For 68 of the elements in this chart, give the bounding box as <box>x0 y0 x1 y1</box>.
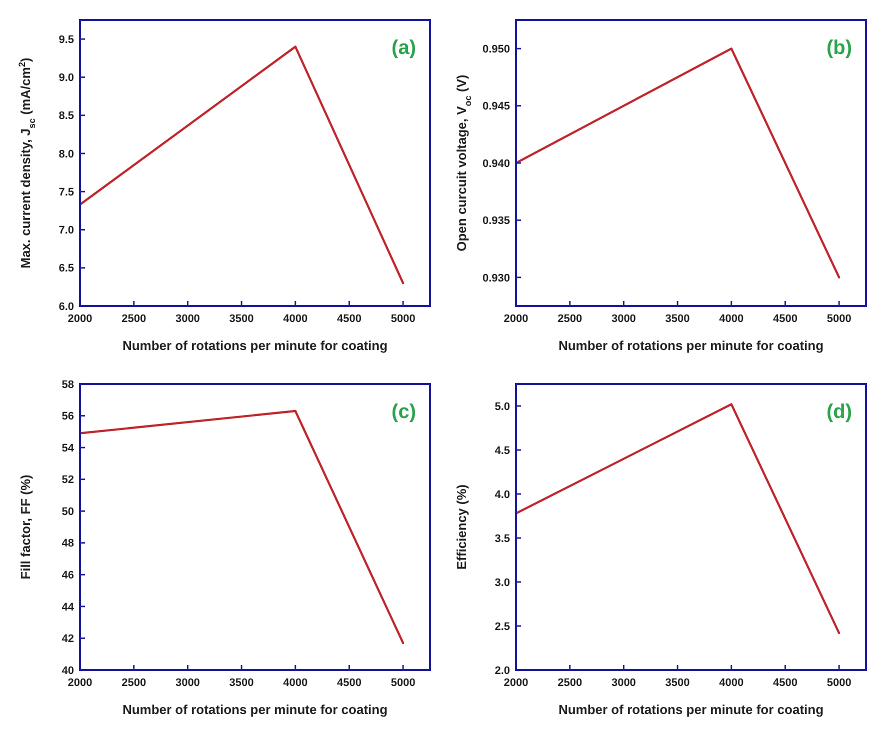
y-tick-label: 6.0 <box>58 300 74 313</box>
y-tick-label: 4.5 <box>494 444 510 457</box>
x-tick-label: 2500 <box>122 677 146 689</box>
x-tick-label: 3000 <box>175 677 200 689</box>
y-tick-label: 50 <box>62 506 74 518</box>
y-tick-label: 56 <box>62 410 74 423</box>
x-tick-label: 5000 <box>390 677 416 689</box>
x-tick-label: 3500 <box>665 677 690 689</box>
y-tick-label: 0.935 <box>482 215 510 228</box>
x-tick-label: 3000 <box>175 313 200 325</box>
x-tick-label: 4500 <box>772 313 798 325</box>
y-tick-label: 40 <box>62 664 74 677</box>
x-tick-label: 4500 <box>336 677 362 689</box>
x-tick-label: 5000 <box>390 313 416 325</box>
y-tick-label: 5.0 <box>494 400 510 413</box>
y-tick-label: 7.5 <box>58 186 74 198</box>
x-axis-title: Number of rotations per minute for coating <box>122 338 388 353</box>
text: (b) <box>826 37 852 59</box>
y-tick-label: 0.930 <box>482 272 510 284</box>
x-tick-label: 2000 <box>68 677 92 689</box>
y-tick-label: 2.0 <box>494 664 510 677</box>
y-tick-label: 0.945 <box>482 100 510 113</box>
x-tick-label: 3500 <box>229 677 254 689</box>
x-tick-label: 2500 <box>558 313 582 325</box>
y-tick-label: 3.5 <box>494 532 510 545</box>
y-tick-label: 4.0 <box>494 488 510 501</box>
x-axis-title: Number of rotations per minute for coating <box>122 702 388 717</box>
text: (d) <box>826 401 852 423</box>
y-tick-label: 48 <box>62 538 74 550</box>
x-tick-label: 3000 <box>611 313 636 325</box>
y-tick-label: 3.0 <box>494 576 510 589</box>
x-tick-label: 5000 <box>826 677 852 689</box>
x-tick-label: 2000 <box>504 677 528 689</box>
x-tick-label: 3500 <box>665 313 690 325</box>
y-tick-label: 8.5 <box>58 110 74 122</box>
y-tick-label: 46 <box>62 570 74 582</box>
text: (c) <box>392 401 416 423</box>
x-tick-label: 5000 <box>826 313 852 325</box>
y-tick-label: 0.950 <box>482 43 510 56</box>
y-tick-label: 7.0 <box>58 224 74 237</box>
x-tick-label: 4000 <box>283 677 308 689</box>
y-tick-label: 58 <box>62 378 74 391</box>
x-tick-label: 2500 <box>122 313 146 325</box>
x-tick-label: 4500 <box>336 313 362 325</box>
x-tick-label: 2000 <box>504 313 528 325</box>
y-tick-label: 8.0 <box>58 148 74 160</box>
y-tick-label: 54 <box>62 442 75 454</box>
y-tick-label: 44 <box>62 601 75 614</box>
x-axis-title: Number of rotations per minute for coating <box>558 338 824 353</box>
y-tick-label: 0.940 <box>482 158 510 170</box>
y-tick-label: 9.5 <box>58 34 74 46</box>
x-tick-label: 4000 <box>719 313 744 325</box>
x-tick-label: 4000 <box>283 313 308 325</box>
y-tick-label: 2.5 <box>494 620 510 633</box>
y-axis-title: Fill factor, FF (%) <box>18 474 33 580</box>
y-tick-label: 52 <box>62 474 74 486</box>
x-tick-label: 4000 <box>719 677 744 689</box>
y-tick-label: 42 <box>62 633 74 646</box>
x-tick-label: 4500 <box>772 677 798 689</box>
x-tick-label: 3000 <box>611 677 636 689</box>
y-axis-title: Efficiency (%) <box>454 484 469 570</box>
x-tick-label: 2500 <box>558 677 582 689</box>
y-tick-label: 6.5 <box>58 262 74 275</box>
x-axis-title: Number of rotations per minute for coating <box>558 702 824 717</box>
x-tick-label: 3500 <box>229 313 254 325</box>
x-tick-label: 2000 <box>68 313 92 325</box>
y-tick-label: 9.0 <box>58 72 74 84</box>
text: (a) <box>392 37 416 59</box>
